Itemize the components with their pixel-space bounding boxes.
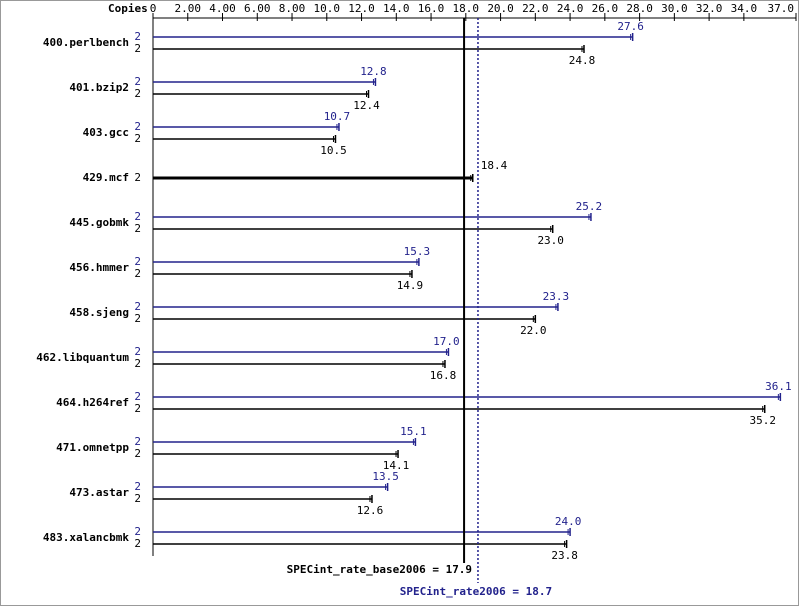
x-tick-label: 16.0 xyxy=(418,2,445,15)
category-label: 471.omnetpp xyxy=(56,441,129,454)
copies-label: 2 xyxy=(134,480,141,493)
value-label: 24.0 xyxy=(555,515,582,528)
value-label: 17.0 xyxy=(433,335,460,348)
category-label: 456.hmmer xyxy=(69,261,129,274)
x-tick-label: 32.0 xyxy=(696,2,723,15)
value-label: 24.8 xyxy=(569,54,596,67)
value-label: 22.0 xyxy=(520,324,547,337)
category-label: 403.gcc xyxy=(83,126,129,139)
x-tick-label: 0 xyxy=(150,2,157,15)
copies-label: 2 xyxy=(134,537,141,550)
copies-label: 2 xyxy=(134,447,141,460)
value-label: 13.5 xyxy=(372,470,399,483)
category-label: 462.libquantum xyxy=(36,351,129,364)
copies-label: 2 xyxy=(134,345,141,358)
x-tick-label: 26.0 xyxy=(592,2,619,15)
x-tick-label: 14.0 xyxy=(383,2,410,15)
copies-label: 2 xyxy=(134,30,141,43)
copies-label: 2 xyxy=(134,132,141,145)
x-tick-label: 18.0 xyxy=(453,2,480,15)
copies-label: 2 xyxy=(134,171,141,184)
x-tick-label: 28.0 xyxy=(626,2,653,15)
x-tick-label: 34.0 xyxy=(731,2,758,15)
copies-label: 2 xyxy=(134,525,141,538)
copies-label: 2 xyxy=(134,492,141,505)
copies-label: 2 xyxy=(134,300,141,313)
value-label: 14.9 xyxy=(397,279,424,292)
copies-label: 2 xyxy=(134,210,141,223)
category-label: 473.astar xyxy=(69,486,129,499)
copies-label: 2 xyxy=(134,222,141,235)
value-label: 25.2 xyxy=(576,200,603,213)
value-label: 23.8 xyxy=(551,549,578,562)
x-tick-label: 4.00 xyxy=(209,2,236,15)
copies-label: 2 xyxy=(134,357,141,370)
value-label: 12.4 xyxy=(353,99,380,112)
copies-label: 2 xyxy=(134,255,141,268)
copies-label: 2 xyxy=(134,87,141,100)
x-tick-label: 20.0 xyxy=(487,2,514,15)
x-tick-label: 8.00 xyxy=(279,2,306,15)
value-label: 12.6 xyxy=(357,504,384,517)
x-tick-label: 30.0 xyxy=(661,2,688,15)
axis-label: Copies xyxy=(108,2,148,15)
category-label: 445.gobmk xyxy=(69,216,129,229)
value-label: 35.2 xyxy=(749,414,776,427)
value-label: 23.0 xyxy=(537,234,564,247)
x-tick-label: 2.00 xyxy=(175,2,202,15)
x-tick-label: 10.0 xyxy=(314,2,341,15)
copies-label: 2 xyxy=(134,120,141,133)
category-label: 458.sjeng xyxy=(69,306,129,319)
value-label: 10.7 xyxy=(324,110,351,123)
copies-label: 2 xyxy=(134,42,141,55)
category-label: 464.h264ref xyxy=(56,396,129,409)
category-label: 483.xalancbmk xyxy=(43,531,129,544)
category-label: 400.perlbench xyxy=(43,36,129,49)
x-tick-label: 22.0 xyxy=(522,2,549,15)
copies-label: 2 xyxy=(134,390,141,403)
copies-label: 2 xyxy=(134,402,141,415)
x-tick-label: 37.0 xyxy=(768,2,795,15)
value-label: 14.1 xyxy=(383,459,410,472)
copies-label: 2 xyxy=(134,435,141,448)
reference-label: SPECint_rate_base2006 = 17.9 xyxy=(287,563,472,576)
x-tick-label: 12.0 xyxy=(348,2,375,15)
category-label: 401.bzip2 xyxy=(69,81,129,94)
value-label: 18.4 xyxy=(481,159,508,172)
copies-label: 2 xyxy=(134,267,141,280)
x-tick-label: 6.00 xyxy=(244,2,271,15)
x-tick-label: 24.0 xyxy=(557,2,584,15)
value-label: 27.6 xyxy=(617,20,644,33)
copies-label: 2 xyxy=(134,312,141,325)
value-label: 15.3 xyxy=(404,245,431,258)
value-label: 23.3 xyxy=(543,290,570,303)
value-label: 10.5 xyxy=(320,144,347,157)
value-label: 16.8 xyxy=(430,369,457,382)
category-label: 429.mcf xyxy=(83,171,129,184)
reference-label: SPECint_rate2006 = 18.7 xyxy=(400,585,552,598)
value-label: 15.1 xyxy=(400,425,427,438)
copies-label: 2 xyxy=(134,75,141,88)
value-label: 36.1 xyxy=(765,380,792,393)
value-label: 12.8 xyxy=(360,65,387,78)
